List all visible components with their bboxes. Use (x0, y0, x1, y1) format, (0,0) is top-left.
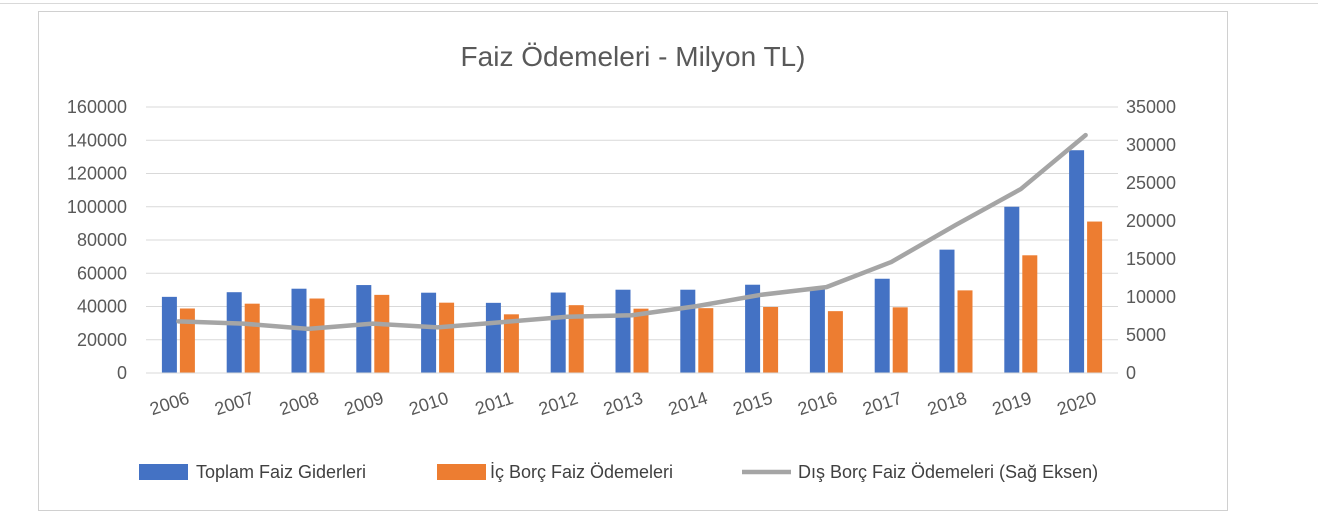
legend-swatch (437, 464, 486, 480)
bars (161, 150, 1103, 373)
bar-ic-borc-2016 (827, 311, 843, 373)
bar-toplam-faiz-2013 (615, 289, 631, 373)
line-layer (176, 132, 1088, 332)
x-tick-label: 2017 (860, 388, 904, 419)
bar-ic-borc-2010 (439, 302, 455, 373)
y-tick-label: 40000 (77, 297, 127, 317)
bar-toplam-faiz-2014 (680, 289, 696, 373)
x-tick-label: 2008 (277, 388, 321, 419)
bar-ic-borc-2020 (1087, 221, 1103, 373)
chart-title: Faiz Ödemeleri - Milyon TL) (461, 41, 806, 72)
bar-ic-borc-2012 (568, 305, 584, 373)
bar-ic-borc-2011 (503, 314, 519, 373)
x-tick-label: 2009 (342, 388, 386, 419)
bar-toplam-faiz-2010 (421, 292, 437, 373)
bar-toplam-faiz-2007 (226, 292, 242, 373)
x-tick-label: 2010 (407, 388, 451, 419)
legend-label: Toplam Faiz Giderleri (196, 462, 366, 482)
bar-ic-borc-2009 (374, 294, 390, 373)
x-tick-label: 2016 (795, 388, 839, 419)
bar-ic-borc-2018 (957, 290, 973, 373)
bar-toplam-faiz-2017 (874, 278, 890, 373)
bar-ic-borc-2015 (763, 306, 779, 373)
bar-ic-borc-2014 (698, 308, 714, 373)
y-tick-label: 120000 (67, 164, 127, 184)
legend-label: Dış Borç Faiz Ödemeleri (Sağ Eksen) (798, 462, 1098, 482)
bar-ic-borc-2007 (244, 303, 260, 373)
bar-toplam-faiz-2015 (745, 284, 761, 373)
bar-ic-borc-2019 (1022, 255, 1038, 373)
bar-ic-borc-2013 (633, 308, 649, 373)
x-tick-label: 2006 (147, 388, 191, 419)
x-tick-label: 2018 (925, 388, 969, 419)
y-tick-label: 80000 (77, 230, 127, 250)
x-tick-label: 2007 (212, 388, 256, 419)
x-tick-label: 2012 (536, 388, 580, 419)
y2-tick-label: 0 (1126, 363, 1136, 383)
top-divider (0, 3, 1318, 4)
legend-label: İç Borç Faiz Ödemeleri (490, 462, 673, 482)
y2-tick-label: 35000 (1126, 97, 1176, 117)
bar-toplam-faiz-2011 (485, 302, 501, 373)
x-tick-label: 2020 (1055, 388, 1099, 419)
y-axis-left: 0 20000 40000 60000 80000 100000 120000 140000 1… (67, 97, 127, 383)
bar-toplam-faiz-2019 (1004, 206, 1020, 373)
bar-toplam-faiz-2012 (550, 292, 566, 373)
bar-toplam-faiz-2016 (809, 289, 825, 373)
y2-tick-label: 10000 (1126, 287, 1176, 307)
x-tick-label: 2014 (666, 388, 710, 419)
x-tick-label: 2019 (990, 388, 1034, 419)
y2-tick-label: 5000 (1126, 325, 1166, 345)
y-tick-label: 160000 (67, 97, 127, 117)
bar-ic-borc-2017 (892, 307, 908, 373)
y2-tick-label: 30000 (1126, 135, 1176, 155)
y-tick-label: 100000 (67, 197, 127, 217)
y2-tick-label: 15000 (1126, 249, 1176, 269)
y2-tick-label: 20000 (1126, 211, 1176, 231)
y-axis-right: 0 5000 10000 15000 20000 25000 30000 35000 (1126, 97, 1176, 383)
x-axis: 2006 2007 2008 2009 2010 2011 2012 2013 2014 2015… (146, 372, 1118, 419)
y-tick-label: 20000 (77, 330, 127, 350)
bar-toplam-faiz-2009 (356, 285, 372, 373)
bar-ic-borc-2006 (179, 308, 195, 373)
y-tick-label: 0 (117, 363, 127, 383)
bar-toplam-faiz-2006 (161, 296, 177, 373)
x-tick-label: 2013 (601, 388, 645, 419)
bar-ic-borc-2008 (309, 298, 325, 373)
bar-toplam-faiz-2020 (1069, 150, 1085, 373)
y-tick-label: 140000 (67, 130, 127, 150)
bar-toplam-faiz-2008 (291, 288, 307, 373)
x-tick-label: 2015 (731, 388, 775, 419)
legend: Toplam Faiz Giderleri İç Borç Faiz Ödemel… (139, 462, 1098, 482)
y-tick-label: 60000 (77, 263, 127, 283)
x-tick-label: 2011 (473, 388, 516, 419)
bar-toplam-faiz-2018 (939, 249, 955, 373)
y2-tick-label: 25000 (1126, 173, 1176, 193)
legend-swatch (139, 464, 188, 480)
